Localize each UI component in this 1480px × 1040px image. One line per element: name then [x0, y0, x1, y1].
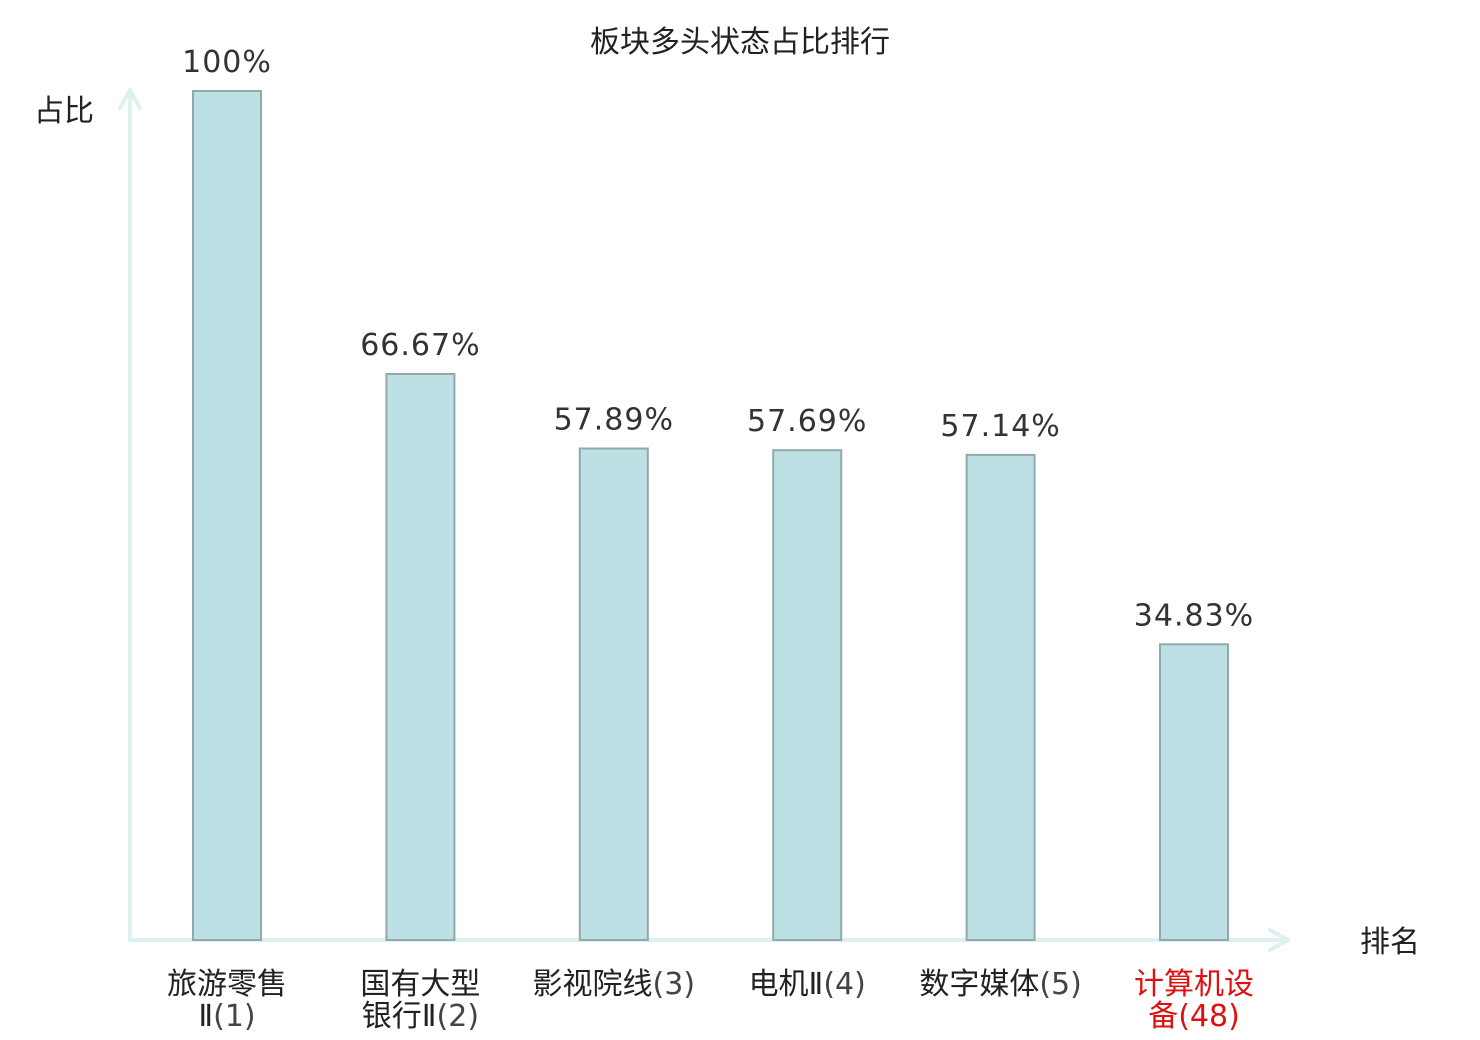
category-label-5-line-1: 数字媒体(5)	[919, 967, 1082, 1002]
value-label-3: 57.89%	[554, 403, 674, 438]
value-label-6: 34.83%	[1134, 598, 1254, 633]
category-rank-3: (3)	[653, 967, 696, 1002]
category-label-2-line-2: 银行Ⅱ(2)	[362, 999, 479, 1034]
category-label-6-line-1: 计算机设	[1134, 967, 1254, 1002]
category-label-4-line-1: 电机Ⅱ(4)	[749, 967, 866, 1002]
y-axis-arrow	[118, 88, 142, 110]
value-labels-group: 100% 66.67% 57.89% 57.69% 57.14% 34.83%	[182, 45, 1254, 633]
bar-6	[1159, 643, 1229, 941]
value-label-1: 100%	[182, 45, 272, 80]
y-axis-label: 占比	[34, 94, 94, 129]
category-name-5-part-1: 数字媒体	[919, 967, 1039, 1002]
category-rank-2: (2)	[437, 999, 480, 1034]
value-label-4: 57.69%	[747, 404, 867, 439]
category-name-2-part-1: 国有大型	[360, 967, 480, 1002]
category-name-1-part-2: Ⅱ	[198, 999, 213, 1034]
bar-1	[192, 90, 262, 941]
category-name-1-part-1: 旅游零售	[167, 967, 287, 1002]
bar-4	[772, 449, 843, 941]
category-rank-6: (48)	[1178, 999, 1240, 1034]
category-rank-1: (1)	[213, 999, 256, 1034]
value-label-5: 57.14%	[940, 409, 1060, 444]
category-name-6-part-2: 备	[1148, 999, 1178, 1034]
category-name-3-part-1: 影视院线	[533, 967, 653, 1002]
bar-3	[578, 447, 649, 941]
chart-title: 板块多头状态占比排行	[590, 25, 890, 60]
category-label-1-line-1: 旅游零售	[167, 967, 287, 1002]
category-name-4-part-1: 电机Ⅱ	[749, 967, 824, 1002]
category-label-2-line-1: 国有大型	[360, 967, 480, 1002]
bar-5	[965, 453, 1036, 941]
bars-group	[192, 90, 1229, 942]
category-label-1-line-2: Ⅱ(1)	[198, 999, 255, 1034]
category-name-6-part-1: 计算机设	[1134, 967, 1254, 1002]
x-axis-arrow	[1268, 928, 1290, 952]
category-rank-4: (4)	[823, 967, 866, 1002]
bar-2	[385, 372, 456, 942]
value-label-2: 66.67%	[360, 328, 480, 363]
category-label-6-line-2: 备(48)	[1148, 999, 1240, 1034]
category-label-3-line-1: 影视院线(3)	[533, 967, 696, 1002]
category-name-2-part-2: 银行Ⅱ	[362, 999, 437, 1034]
x-axis-label: 排名	[1360, 925, 1420, 960]
category-rank-5: (5)	[1039, 967, 1082, 1002]
